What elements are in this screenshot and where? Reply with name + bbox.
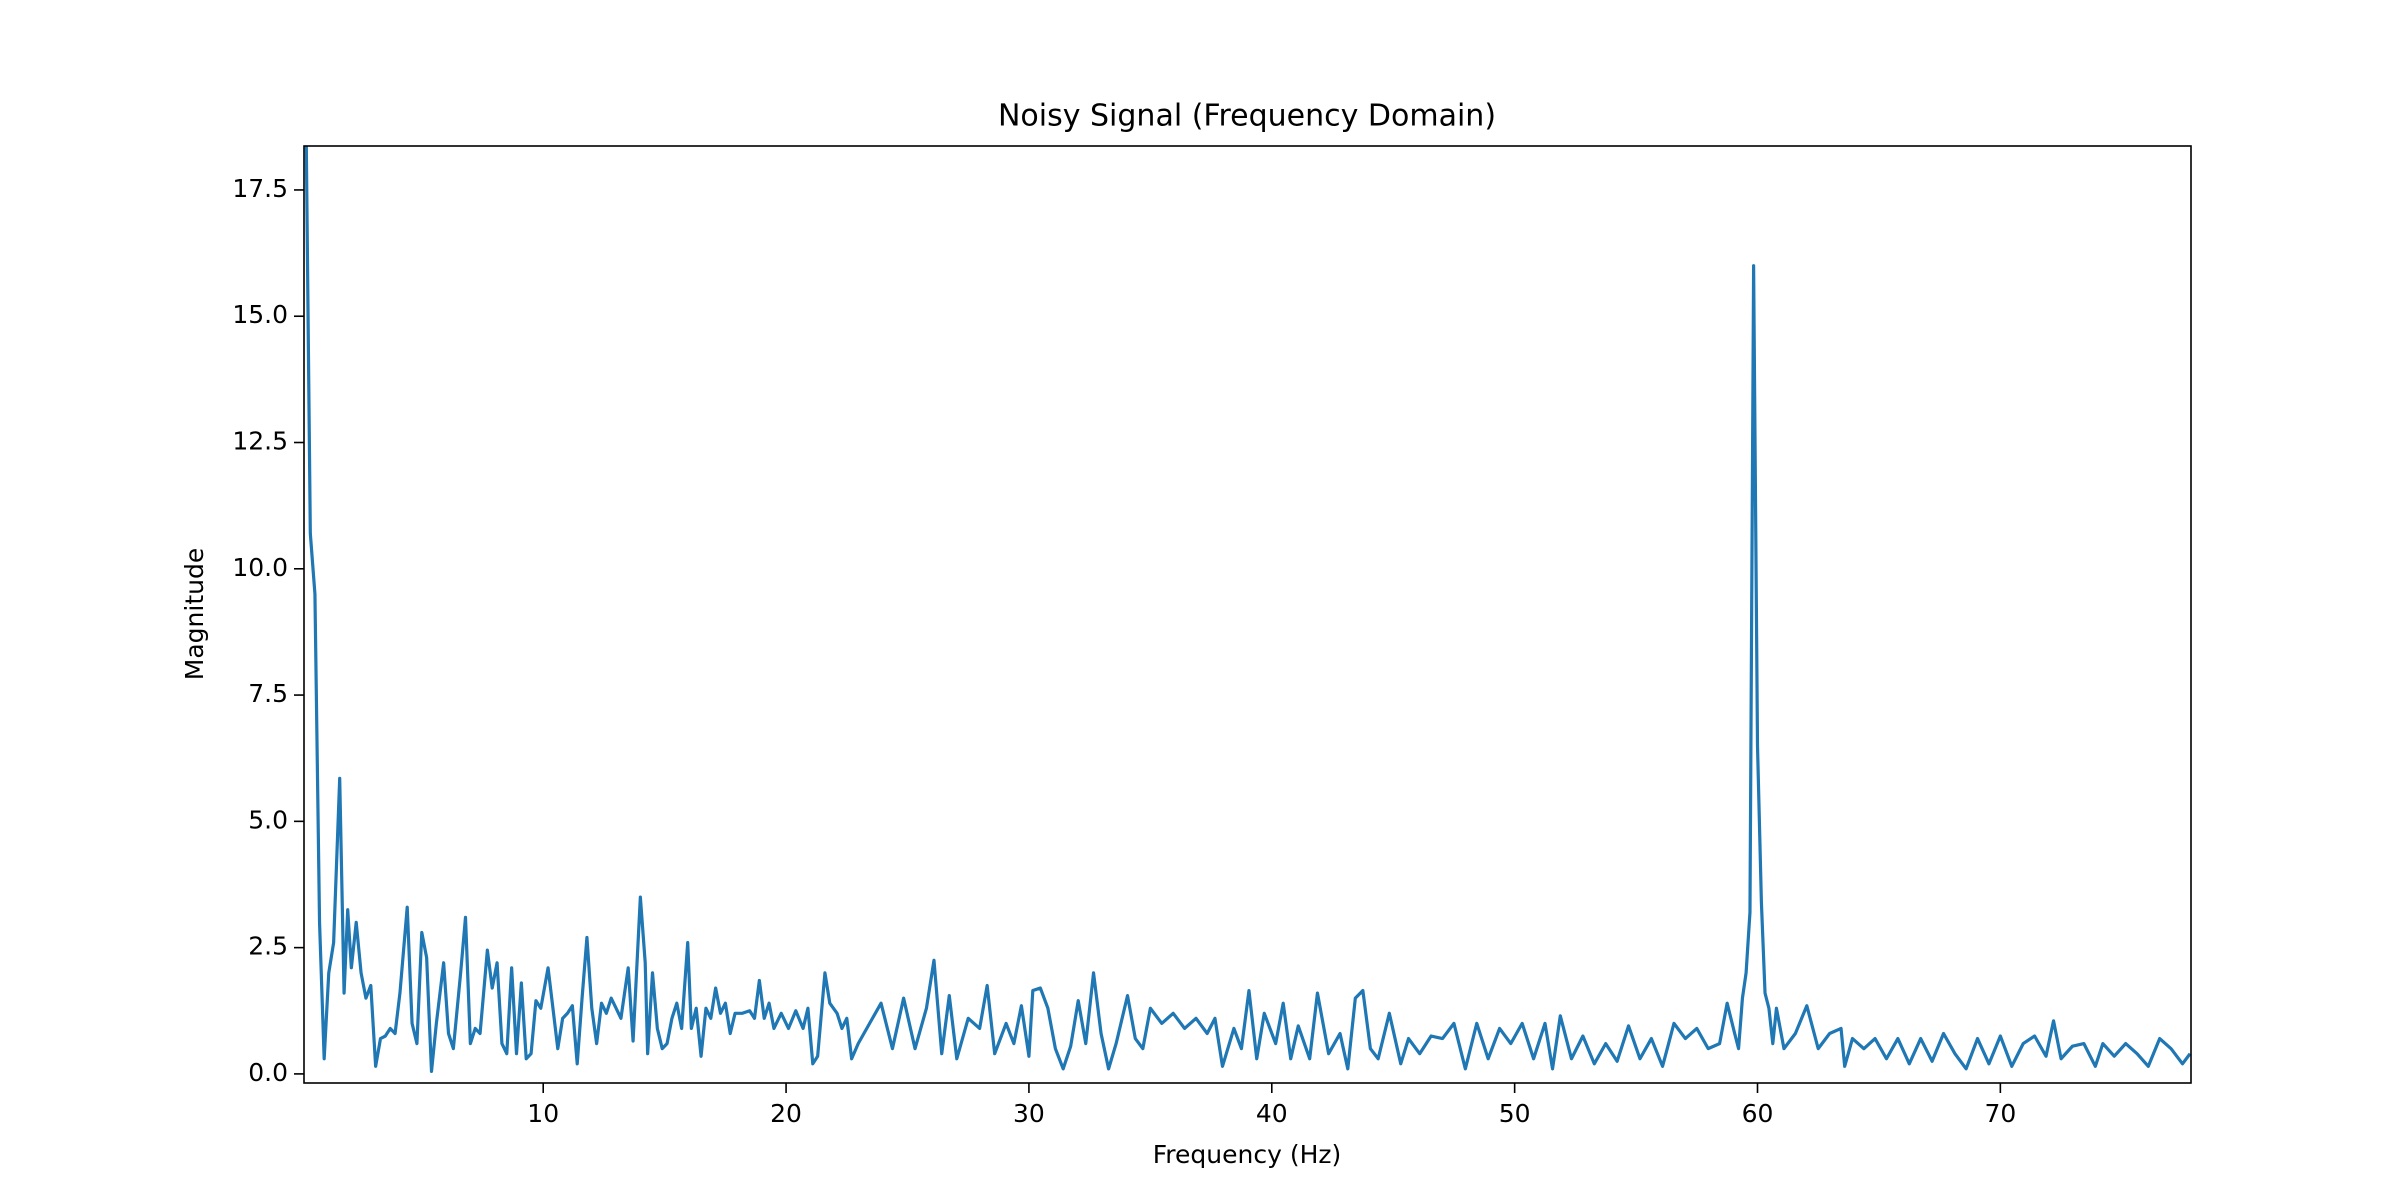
y-tick-label: 15.0 <box>232 300 288 329</box>
x-tick-label: 40 <box>1256 1099 1288 1128</box>
x-tick-label: 30 <box>1013 1099 1045 1128</box>
x-axis-label: Frequency (Hz) <box>1153 1140 1342 1169</box>
y-axis-label: Magnitude <box>180 548 209 680</box>
y-tick-label: 12.5 <box>232 427 288 456</box>
y-tick-label: 5.0 <box>248 805 288 834</box>
chart-title: Noisy Signal (Frequency Domain) <box>998 99 1496 134</box>
x-tick-label: 60 <box>1742 1099 1774 1128</box>
signal-line <box>304 146 2191 1073</box>
x-tick-label: 20 <box>770 1099 802 1128</box>
x-tick-label: 50 <box>1499 1099 1531 1128</box>
y-tick-label: 17.5 <box>232 174 288 203</box>
y-tick-label: 10.0 <box>232 553 288 582</box>
y-tick-label: 2.5 <box>248 932 288 961</box>
y-tick-label: 0.0 <box>248 1058 288 1087</box>
x-tick-label: 10 <box>527 1099 559 1128</box>
x-tick-label: 70 <box>1984 1099 2016 1128</box>
plot-frame <box>303 145 2192 1084</box>
y-tick-label: 7.5 <box>248 679 288 708</box>
